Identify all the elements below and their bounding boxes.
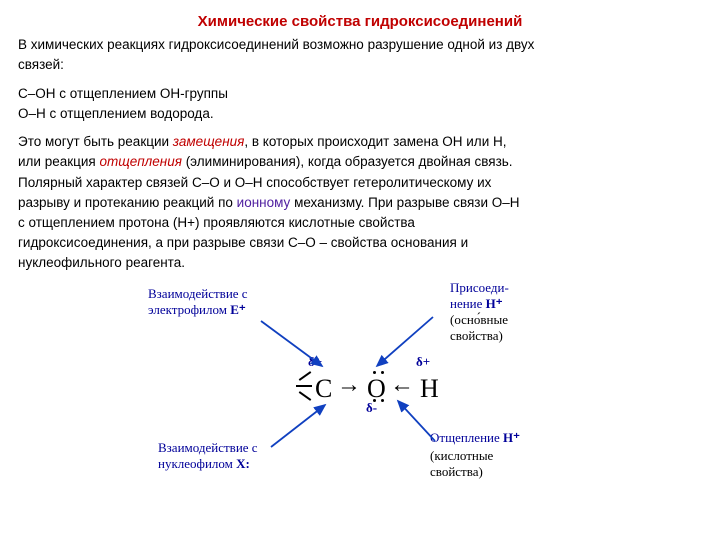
bond-arrow-c-to-o: → <box>337 369 361 401</box>
para-3-line2: разрыву и протеканию реакций по ионному … <box>18 194 702 212</box>
para-2-line1: Это могут быть реакции замещения, в кото… <box>18 133 702 151</box>
para-2-line2: или реакция отщепления (элиминирования),… <box>18 153 702 171</box>
para-3-line3: с отщеплением протона (Н+) проявляются к… <box>18 214 702 232</box>
bond-arrow-h-to-o: ← <box>390 369 414 401</box>
lbl-nucleophile-1: Взаимодействие с <box>158 439 258 457</box>
bond-line-1: С–ОН с отщеплением ОН-группы <box>18 85 702 103</box>
reaction-diagram: Взаимодействие с электрофилом E⁺ Присоед… <box>130 279 590 489</box>
lbl-acidic-2: свойства) <box>430 463 483 481</box>
page-title: Химические свойства гидроксисоединений <box>18 12 702 32</box>
lone-pair-top-1 <box>373 371 376 374</box>
atom-c: C <box>315 371 332 406</box>
intro-1b: связей: <box>18 56 702 74</box>
em-elimination: отщепления <box>99 154 181 169</box>
lbl-electrophile-1: Взаимодействие с <box>148 285 248 303</box>
delta-plus-right: δ+ <box>416 353 430 371</box>
lbl-basic-2: свойства) <box>450 327 503 345</box>
lbl-basic-1: (осно́вные <box>450 311 508 329</box>
lbl-proton-add-1: Присоеди- <box>450 279 509 297</box>
em-ionic: ионному <box>237 195 291 210</box>
para-3-line1: Полярный характер связей С–О и О–Н спосо… <box>18 174 702 192</box>
para-3-line5: нуклеофильного реагента. <box>18 254 702 272</box>
lbl-electrophile-2: электрофилом E⁺ <box>148 301 246 319</box>
delta-plus-left: δ+ <box>308 353 322 371</box>
lbl-acidic-1: (кислотные <box>430 447 493 465</box>
em-substitution: замещения <box>173 134 245 149</box>
lone-pair-bot-2 <box>381 399 384 402</box>
lbl-nucleophile-2: нуклеофилом X: <box>158 455 250 473</box>
lbl-proton-add-2: нение H⁺ <box>450 295 503 313</box>
bond-line-2: О–Н с отщеплением водорода. <box>18 105 702 123</box>
lone-pair-top-2 <box>381 371 384 374</box>
lone-pair-bot-1 <box>373 399 376 402</box>
c-bond-stub-mid <box>296 385 312 387</box>
lbl-proton-elim-1: Отщепление H⁺ <box>430 429 520 447</box>
atom-h: H <box>420 371 439 406</box>
intro-1a: В химических реакциях гидроксисоединений… <box>18 36 702 54</box>
c-bond-stub-top <box>299 371 312 381</box>
para-3-line4: гидроксисоединения, а при разрыве связи … <box>18 234 702 252</box>
c-bond-stub-bottom <box>299 391 312 401</box>
